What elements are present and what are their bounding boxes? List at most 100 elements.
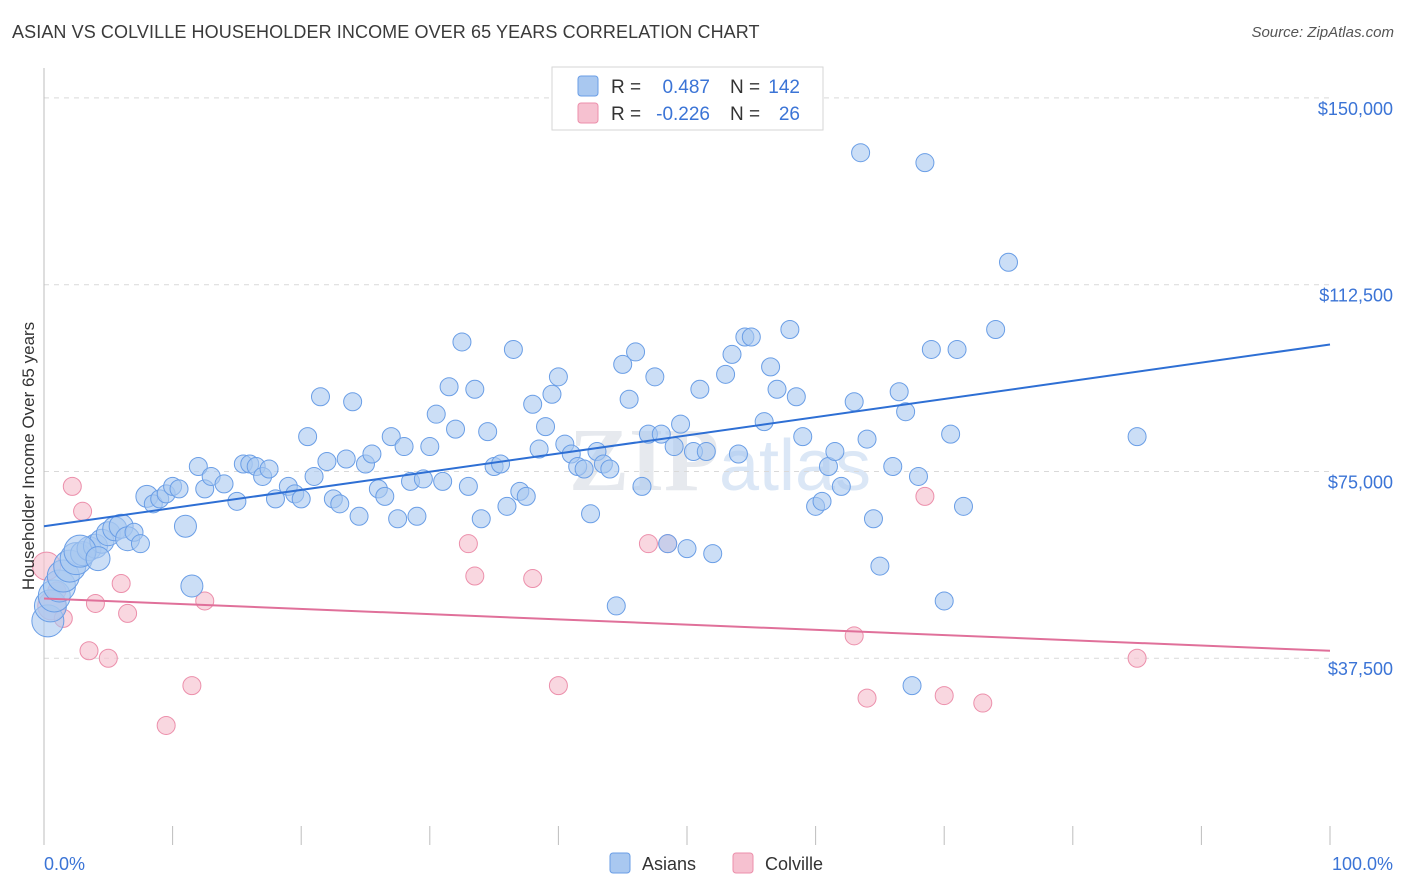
asian-point: [173, 514, 197, 538]
asian-point: [394, 437, 414, 457]
asian-point: [908, 466, 928, 486]
asian-point: [658, 534, 678, 554]
asian-point: [999, 252, 1018, 272]
legend-r-label-asians: R =: [611, 77, 641, 98]
asian-point: [581, 504, 601, 524]
asian-point: [870, 556, 890, 576]
asian-point: [298, 427, 318, 447]
asian-point: [947, 339, 967, 359]
asian-point: [180, 574, 204, 598]
asian-point: [600, 459, 620, 479]
colville-point: [182, 676, 202, 696]
asian-point: [671, 414, 691, 434]
asian-point: [941, 424, 961, 444]
asian-point: [542, 384, 562, 404]
asian-point: [465, 379, 485, 399]
asian-point: [188, 456, 208, 476]
asian-point: [574, 459, 594, 479]
asian-point: [310, 387, 330, 407]
asian-point: [844, 392, 864, 412]
colville-point: [548, 676, 568, 696]
asian-point: [497, 496, 517, 516]
asian-point: [831, 476, 851, 496]
asian-point: [812, 491, 832, 511]
asian-point: [304, 466, 324, 486]
asian-point: [362, 444, 382, 464]
y-tick-label: $112,500: [1319, 286, 1393, 306]
asian-point: [446, 419, 466, 439]
asian-point: [433, 471, 453, 491]
asian-point: [317, 452, 337, 471]
bottom-legend-label-asians: Asians: [642, 854, 696, 874]
legend-n-value-colville: 26: [779, 104, 800, 125]
legend-swatch-asians: [577, 75, 599, 97]
asian-point: [458, 476, 478, 496]
asian-point: [761, 357, 781, 377]
asian-point: [780, 320, 800, 340]
axes: [43, 68, 1331, 845]
y-axis-title: Householder Income Over 65 years: [19, 322, 38, 590]
legend-r-value-asians: 0.487: [662, 77, 710, 98]
asian-point: [439, 377, 459, 397]
x-tick-label-end: 100.0%: [1332, 854, 1393, 874]
source-label: Source: ZipAtlas.com: [1251, 24, 1394, 41]
asian-point: [375, 486, 395, 506]
y-tick-label: $150,000: [1318, 99, 1393, 119]
asian-point: [690, 379, 710, 399]
asian-point: [896, 402, 916, 422]
series-legend: Asians Colville: [609, 852, 823, 874]
asian-point: [754, 412, 774, 432]
asian-point: [523, 394, 543, 414]
asian-point: [529, 439, 549, 459]
asian-point: [767, 379, 787, 399]
asian-point: [889, 382, 909, 402]
asian-point: [793, 427, 813, 447]
colville-point: [156, 715, 176, 735]
asian-point: [722, 344, 742, 364]
colville-point: [934, 686, 954, 706]
asian-point: [259, 459, 279, 479]
colville-point: [523, 569, 543, 589]
asian-point: [491, 454, 511, 474]
colville-point: [844, 626, 864, 646]
asian-point: [1127, 427, 1147, 447]
colville-point: [458, 534, 478, 554]
asian-point: [645, 367, 665, 387]
asian-point: [291, 489, 311, 509]
asian-point: [857, 429, 877, 449]
bottom-legend-label-colville: Colville: [765, 854, 823, 874]
colville-point: [118, 603, 138, 623]
asian-point: [825, 442, 845, 462]
asian-point: [330, 494, 350, 514]
colville-point: [1127, 648, 1147, 668]
colville-point: [79, 641, 99, 661]
asian-point: [863, 509, 883, 529]
asian-point: [664, 437, 684, 457]
asian-point: [728, 444, 748, 464]
y-tick-label: $37,500: [1328, 659, 1393, 679]
asian-point: [953, 496, 973, 516]
asian-point: [677, 539, 697, 559]
x-tick-label-start: 0.0%: [44, 854, 85, 874]
asian-point: [696, 442, 716, 462]
asian-point: [516, 486, 536, 506]
asian-point: [883, 456, 903, 476]
colville-point: [465, 566, 485, 586]
asian-point: [786, 387, 806, 407]
asian-point: [986, 320, 1006, 340]
colville-trendline: [43, 597, 1331, 652]
asian-point: [851, 143, 871, 163]
asian-point: [632, 476, 652, 496]
asian-point: [503, 339, 523, 359]
asian-trendline: [43, 343, 1331, 528]
legend-r-value-colville: -0.226: [656, 104, 710, 125]
asian-point: [548, 367, 568, 387]
asian-point: [420, 437, 440, 457]
asian-point: [413, 469, 433, 489]
asian-point: [619, 389, 639, 409]
colville-point: [62, 476, 82, 496]
asian-point: [214, 474, 234, 494]
asian-point: [130, 534, 150, 554]
asian-point: [349, 506, 369, 526]
gridlines: [44, 97, 1330, 659]
